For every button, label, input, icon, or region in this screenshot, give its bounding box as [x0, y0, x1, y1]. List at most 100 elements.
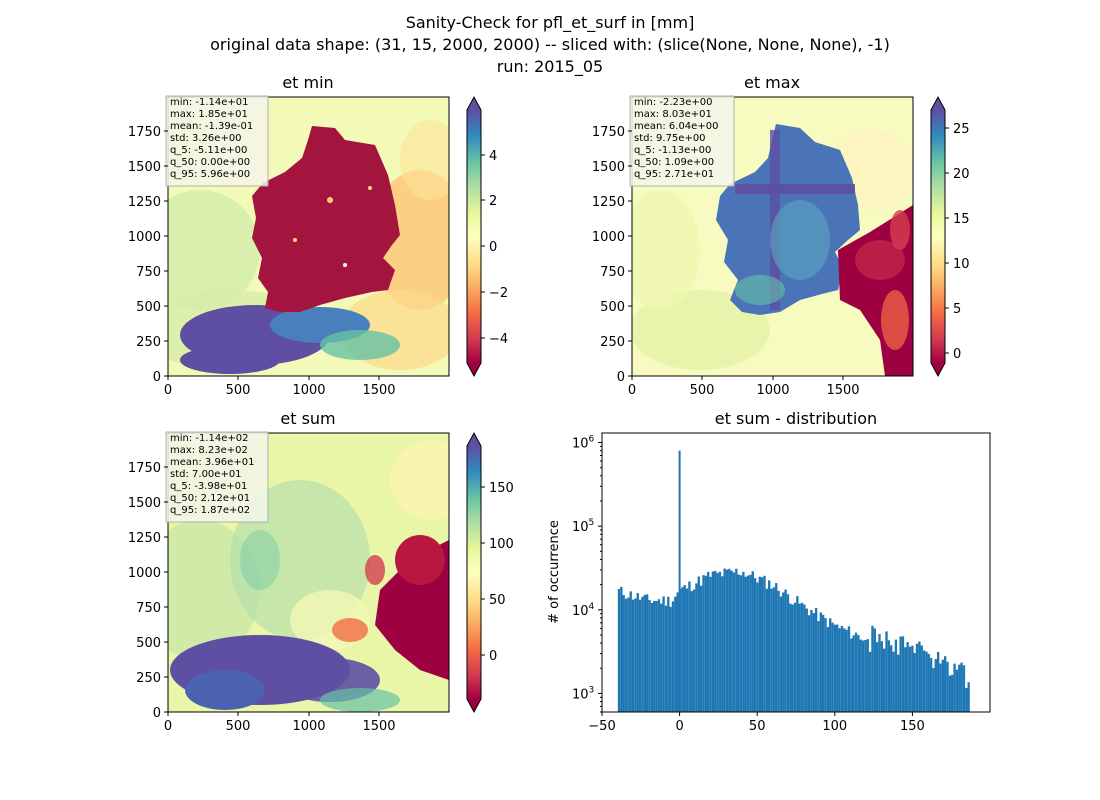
- histogram-bar: [641, 596, 644, 712]
- histogram-bar: [739, 575, 743, 712]
- histogram-bar: [965, 687, 968, 712]
- histogram-bar: [638, 599, 642, 712]
- histogram-bar: [784, 589, 787, 712]
- x-tick-label: 1000: [292, 719, 325, 734]
- histogram-bar: [840, 625, 844, 712]
- histogram-bar: [643, 594, 646, 712]
- histogram-bar: [861, 640, 865, 712]
- histogram-bar: [824, 618, 827, 712]
- histogram-bar: [648, 600, 651, 712]
- histogram-bar: [814, 608, 818, 712]
- distribution-axes: −50 0 50 100 150 103 104 105 106: [572, 435, 925, 734]
- histogram-bar: [770, 588, 773, 712]
- histogram-bar: [922, 650, 926, 712]
- y-tick-label: 1750: [128, 125, 161, 140]
- histogram-bar: [782, 592, 785, 712]
- x-tick-label: 1000: [292, 383, 325, 398]
- histogram-bar: [765, 588, 769, 712]
- histogram-bar: [716, 572, 719, 712]
- histogram-bar: [723, 568, 726, 712]
- histogram-bar: [913, 652, 916, 712]
- histogram-bar: [939, 663, 942, 712]
- histogram-bar: [845, 629, 848, 712]
- histogram-bar: [871, 625, 874, 712]
- histogram-bar: [690, 591, 693, 712]
- y-tick-label: 500: [136, 300, 161, 315]
- panel-et-min-title: et min: [282, 73, 333, 92]
- histogram-bar: [671, 601, 675, 712]
- histogram-bar: [826, 627, 830, 712]
- histogram-bar: [894, 639, 898, 712]
- y-tick-label: 250: [600, 335, 625, 350]
- histogram-bar: [793, 602, 797, 712]
- histogram-bar: [768, 580, 771, 712]
- stats-line: min: -2.23e+00: [634, 97, 713, 108]
- y-tick-label: 1000: [128, 566, 161, 581]
- histogram-bar: [798, 603, 801, 712]
- x-tick-label: −50: [588, 719, 615, 734]
- histogram-bar: [948, 675, 952, 712]
- et-sum-colorbar: 150 100 50 0: [466, 431, 514, 714]
- y-tick-label: 1500: [592, 160, 625, 175]
- histogram-bar: [946, 661, 949, 712]
- stats-line: q_95: 1.87e+02: [170, 505, 250, 516]
- histogram-bar: [796, 596, 799, 712]
- histogram-bar: [955, 669, 959, 712]
- histogram-bar: [617, 589, 621, 712]
- panel-et-max-title: et max: [744, 73, 800, 92]
- stats-line: mean: 6.04e+00: [634, 121, 718, 132]
- histogram-bar: [833, 624, 837, 712]
- histogram-bar: [695, 583, 698, 712]
- histogram-bar: [779, 596, 783, 712]
- stats-line: q_5: -1.13e+00: [634, 145, 711, 156]
- histogram-bar: [702, 575, 705, 712]
- histogram-bar: [873, 628, 876, 712]
- histogram-bar: [962, 665, 966, 712]
- histogram-bar: [901, 636, 905, 712]
- histogram-bar: [854, 632, 858, 712]
- histogram-bar: [721, 576, 724, 712]
- histogram-bar: [664, 605, 668, 712]
- y-tick-label: 1500: [128, 496, 161, 511]
- colorbar-tick-label: 150: [489, 481, 514, 496]
- distribution-bars: [617, 450, 970, 712]
- histogram-bar: [885, 631, 888, 712]
- y-tick-label: 103: [572, 685, 594, 702]
- et-min-stats-box: min: -1.14e+01 max: 1.85e+01 mean: -1.39…: [165, 95, 269, 187]
- histogram-bar: [892, 651, 895, 712]
- histogram-bar: [676, 592, 679, 712]
- stats-line: q_95: 5.96e+00: [170, 169, 250, 180]
- histogram-bar: [883, 648, 886, 712]
- histogram-bar: [660, 603, 663, 712]
- histogram-bar: [751, 571, 754, 712]
- histogram-bar: [692, 589, 696, 712]
- x-tick-label: 1000: [756, 383, 789, 398]
- histogram-bar: [667, 596, 670, 712]
- stats-line: q_5: -3.98e+01: [170, 481, 247, 492]
- histogram-bar: [699, 585, 703, 712]
- histogram-bar: [777, 590, 780, 712]
- et-max-x-axis: 0 500 1000 1500: [628, 376, 860, 398]
- colorbar-tick-label: 100: [489, 537, 514, 552]
- histogram-bar: [688, 581, 691, 712]
- colorbar-tick-label: 0: [489, 649, 497, 664]
- stats-line: q_50: 2.12e+01: [170, 493, 250, 504]
- histogram-bar: [887, 640, 891, 712]
- stats-line: std: 3.26e+00: [170, 133, 242, 144]
- et-sum-y-axis: 1750 1500 1250 1000 750 500 250 0: [128, 461, 168, 721]
- histogram-bar: [746, 575, 750, 712]
- histogram-bar: [925, 651, 928, 712]
- histogram-bar: [744, 576, 747, 712]
- colorbar-tick-label: 0: [953, 347, 961, 362]
- colorbar-tick-label: 20: [953, 167, 970, 182]
- y-tick-label: 104: [572, 602, 595, 619]
- et-sum-x-axis: 0 500 1000 1500: [164, 712, 396, 734]
- histogram-bar: [899, 636, 902, 712]
- histogram-bar: [918, 641, 921, 712]
- histogram-bar: [704, 575, 708, 712]
- colorbar-tick-label: 50: [489, 593, 506, 608]
- histogram-bar: [890, 645, 893, 712]
- distribution-y-label: # of occurrence: [547, 520, 562, 624]
- distribution-frame: [601, 432, 991, 713]
